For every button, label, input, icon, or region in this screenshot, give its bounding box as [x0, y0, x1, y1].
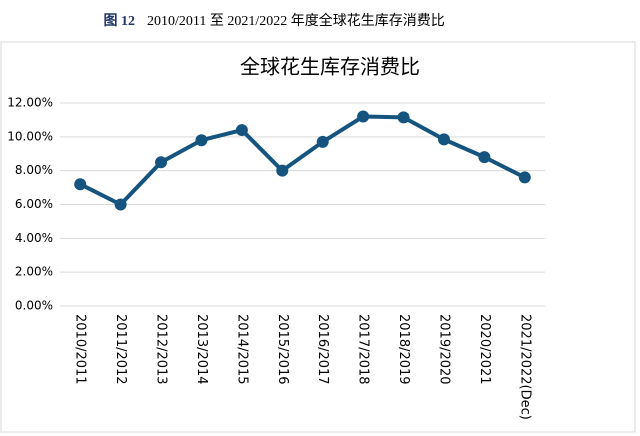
- x-tick-label: 2013/2014: [194, 314, 209, 385]
- data-point: [235, 124, 248, 137]
- x-tick-label: 2020/2021: [477, 314, 492, 385]
- data-point: [397, 111, 410, 124]
- x-tick-label: 2011/2012: [113, 314, 128, 385]
- x-tick-label: 2018/2019: [396, 314, 411, 385]
- data-point: [316, 135, 329, 148]
- y-tick-label: 6.00%: [15, 197, 53, 211]
- x-tick-label: 2016/2017: [315, 314, 330, 385]
- data-point: [195, 134, 208, 147]
- y-tick-label: 12.00%: [7, 96, 53, 110]
- y-tick-label: 4.00%: [15, 231, 53, 245]
- data-point: [478, 151, 491, 164]
- y-tick-label: 2.00%: [15, 265, 53, 279]
- x-tick-label: 2017/2018: [356, 314, 371, 385]
- data-point: [74, 178, 87, 191]
- data-point: [437, 133, 450, 146]
- x-tick-label: 2015/2016: [275, 314, 290, 385]
- x-tick-label: 2021/2022(Dec): [517, 314, 532, 420]
- x-tick-label: 2010/2011: [73, 314, 88, 385]
- x-tick-label: 2014/2015: [234, 314, 249, 385]
- data-point: [357, 110, 370, 123]
- y-tick-label: 8.00%: [15, 163, 53, 177]
- figure-caption: 2010/2011 至 2021/2022 年度全球花生库存消费比: [147, 12, 445, 29]
- y-tick-label: 10.00%: [7, 129, 53, 143]
- data-point: [518, 171, 531, 184]
- x-tick-label: 2019/2020: [436, 314, 451, 385]
- chart-title: 全球花生库存消费比: [240, 55, 420, 79]
- y-tick-label: 0.00%: [15, 299, 53, 313]
- data-line: [79, 114, 526, 207]
- x-tick-label: 2012/2013: [154, 314, 169, 385]
- data-point: [155, 156, 168, 169]
- figure-number: 图 12: [104, 13, 136, 29]
- chart-frame: [0, 41, 636, 433]
- data-point: [114, 198, 127, 211]
- data-point: [276, 164, 289, 177]
